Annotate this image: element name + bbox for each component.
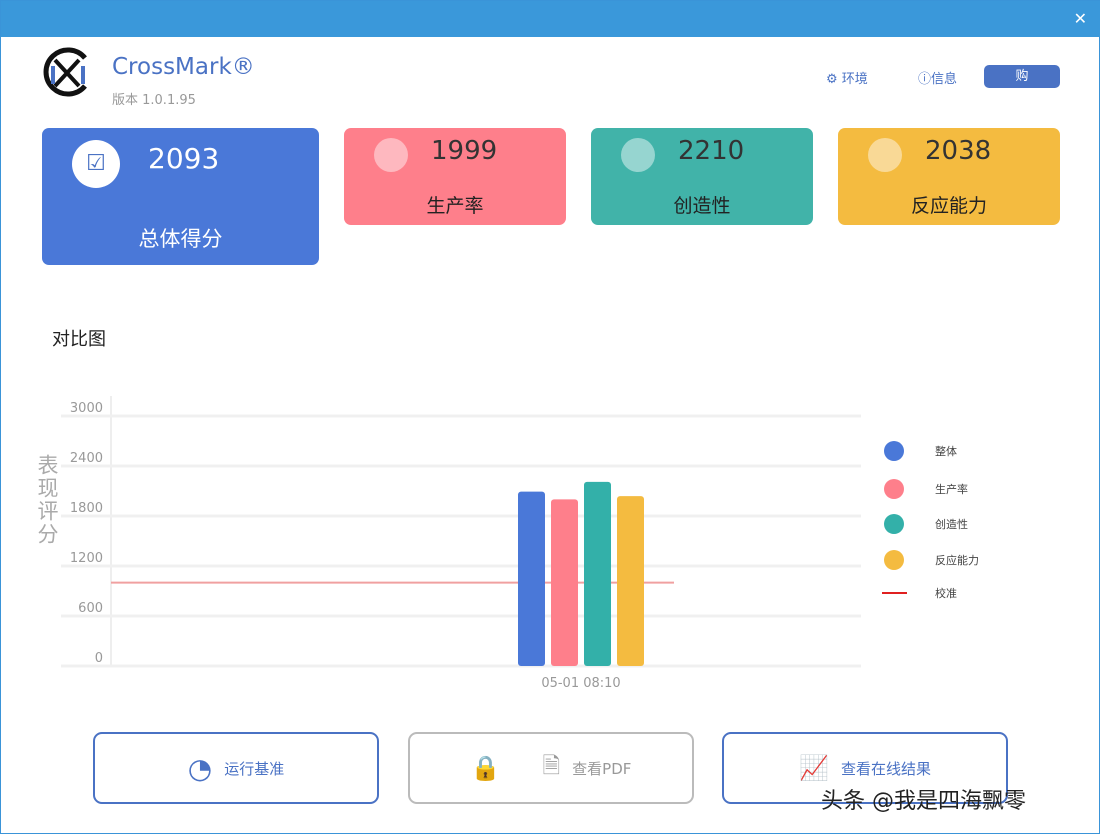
card-responsiveness: 2038 反应能力 bbox=[838, 128, 1060, 225]
info-button[interactable]: ⓘ信息 bbox=[918, 68, 957, 87]
bar-0 bbox=[518, 491, 545, 666]
view-online-results-button[interactable]: 📈 查看在线结果 bbox=[722, 732, 1008, 804]
y-tick-label: 1800 bbox=[70, 501, 103, 516]
legend-label: 生产率 bbox=[935, 482, 968, 496]
legend-label: 创造性 bbox=[935, 517, 968, 531]
run-label: 运行基准 bbox=[224, 759, 285, 778]
environment-button[interactable]: ⚙ 环境 bbox=[826, 68, 868, 87]
y-tick-label: 3000 bbox=[70, 401, 103, 416]
title-bar: ✕ bbox=[1, 1, 1100, 37]
info-icon: ⓘ bbox=[918, 72, 932, 87]
card-productivity: 1999 生产率 bbox=[344, 128, 566, 225]
responsiveness-label: 反应能力 bbox=[910, 195, 987, 217]
legend-swatch bbox=[884, 441, 904, 461]
creativity-label: 创造性 bbox=[673, 195, 731, 217]
y-tick-label: 2400 bbox=[70, 451, 103, 466]
gear-icon: ⚙ bbox=[826, 72, 838, 87]
bar-2 bbox=[584, 481, 611, 666]
y-axis-label: 表现评分 bbox=[35, 454, 59, 546]
brush-icon bbox=[621, 138, 655, 172]
info-label: 信息 bbox=[931, 72, 958, 87]
y-tick-label: 600 bbox=[78, 601, 103, 616]
monitor-icon bbox=[868, 138, 902, 172]
y-tick-label: 0 bbox=[95, 651, 103, 666]
buy-button[interactable]: 购 bbox=[984, 65, 1060, 88]
y-tick-label: 1200 bbox=[70, 551, 103, 566]
legend-swatch bbox=[884, 550, 904, 570]
overall-score: 2093 bbox=[148, 142, 220, 175]
run-benchmark-button[interactable]: ◔ 运行基准 bbox=[93, 732, 379, 804]
productivity-score: 1999 bbox=[431, 136, 498, 166]
clipboard-icon: ☑ bbox=[72, 140, 120, 188]
online-label: 查看在线结果 bbox=[840, 759, 931, 778]
pdf-icon: 🗎 bbox=[542, 754, 561, 779]
card-creativity: 2210 创造性 bbox=[591, 128, 813, 225]
legend-swatch bbox=[884, 479, 904, 499]
productivity-label: 生产率 bbox=[426, 195, 484, 217]
x-tick-label: 05-01 08:10 bbox=[541, 676, 620, 691]
responsiveness-score: 2038 bbox=[925, 136, 992, 166]
close-icon[interactable]: ✕ bbox=[1073, 9, 1087, 28]
bar-3 bbox=[617, 496, 644, 666]
app-name: CrossMark® bbox=[112, 54, 255, 80]
app-version: 版本 1.0.1.95 bbox=[112, 93, 196, 108]
section-title: 对比图 bbox=[52, 329, 106, 350]
chart-up-icon: 📈 bbox=[799, 754, 829, 782]
view-pdf-button[interactable]: 🔒 🗎 查看PDF bbox=[408, 732, 694, 804]
env-label: 环境 bbox=[841, 72, 868, 87]
legend-swatch bbox=[884, 514, 904, 534]
card-overall: ☑ 2093 总体得分 bbox=[42, 128, 319, 265]
timer-icon: ◔ bbox=[187, 751, 213, 785]
bar-1 bbox=[551, 499, 578, 666]
lock-icon: 🔒 bbox=[470, 754, 501, 782]
legend-label: 整体 bbox=[935, 444, 957, 458]
legend-label: 反应能力 bbox=[935, 553, 979, 567]
creativity-score: 2210 bbox=[678, 136, 745, 166]
crossmark-logo bbox=[43, 47, 87, 97]
pdf-label: 查看PDF bbox=[572, 759, 632, 778]
watermark: 头条 @我是四海飘零 bbox=[821, 789, 1026, 814]
document-search-icon bbox=[374, 138, 408, 172]
legend-label: 校准 bbox=[935, 586, 957, 600]
overall-label: 总体得分 bbox=[138, 227, 223, 251]
